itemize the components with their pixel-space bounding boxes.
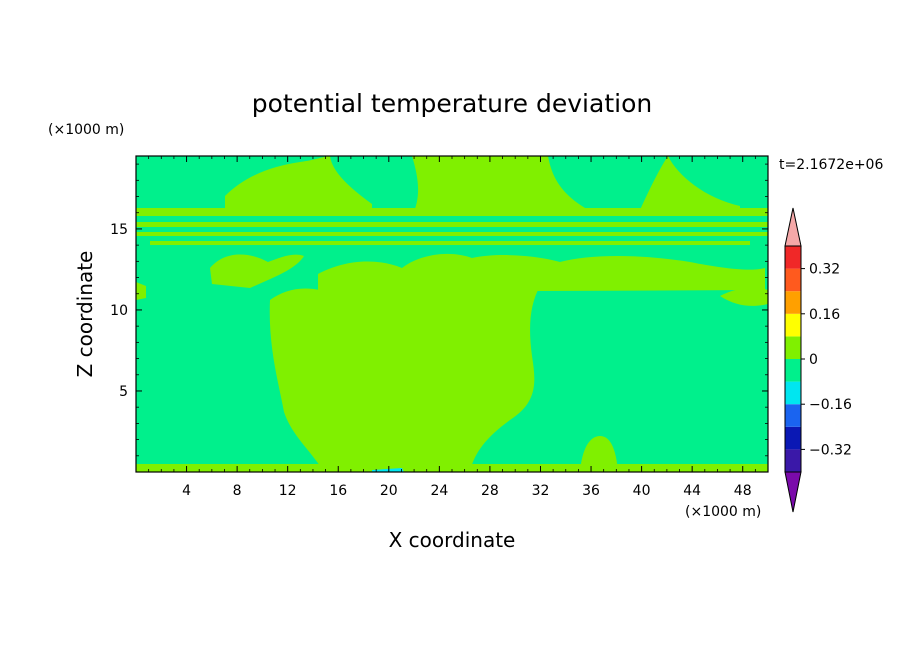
region-central-column (269, 286, 540, 472)
x-unit-label: (×1000 m) (685, 504, 761, 520)
contour-field (136, 156, 768, 472)
x-tick-label: 32 (532, 483, 550, 499)
x-tick-label: 28 (481, 483, 499, 499)
y-tick-label: 10 (110, 303, 128, 319)
y-tick-label: 15 (110, 222, 128, 238)
region-left-edge-patch (136, 282, 146, 300)
x-tick-label: 4 (182, 483, 191, 499)
colorbar-segment (785, 449, 801, 472)
region-right-patch (720, 288, 768, 306)
colorbar-over-arrow (784, 207, 802, 247)
colorbar-label: 0 (809, 352, 818, 368)
colorbar-under-arrow (784, 471, 802, 513)
colorbar-segment (785, 336, 801, 359)
x-axis-title: X coordinate (389, 528, 516, 552)
colorbar-segment (785, 426, 801, 450)
x-tick-label: 36 (582, 483, 600, 499)
x-tick-label: 40 (633, 483, 651, 499)
x-tick-label: 16 (329, 483, 347, 499)
colorbar-label: −0.32 (809, 442, 852, 458)
region-band-1 (136, 222, 768, 227)
colorbar-label: 0.16 (809, 307, 840, 323)
colorbar-label: −0.16 (809, 397, 852, 413)
x-tick-label: 44 (683, 483, 701, 499)
region-top-right-lobe (640, 156, 740, 214)
colorbar-segment (785, 291, 801, 314)
region-mid-patches-2 (318, 253, 765, 292)
colorbar-segment (785, 359, 801, 382)
x-tick-label: 48 (734, 483, 752, 499)
y-tick-label: 5 (119, 384, 128, 400)
colorbar-segment (785, 268, 801, 292)
region-top-center-lobe (412, 156, 600, 216)
y-axis-title: Z coordinate (73, 251, 97, 378)
y-unit-label: (×1000 m) (48, 122, 124, 138)
colorbar-label: 0.32 (809, 262, 840, 278)
x-axis-ticks: 4 8 12 16 20 24 28 32 36 40 44 48 (148, 156, 756, 499)
region-band-3 (150, 241, 750, 245)
y-axis-ticks: 5 10 15 (110, 163, 768, 457)
x-tick-label: 20 (380, 483, 398, 499)
time-label: t=2.1672e+06 (779, 157, 883, 173)
colorbar-segment (785, 313, 801, 337)
colorbar: 0.32 0.16 0 −0.16 −0.32 (784, 207, 852, 513)
chart-title: potential temperature deviation (252, 89, 652, 118)
region-bottom-bump (580, 436, 618, 472)
region-band-2 (136, 232, 768, 236)
x-tick-label: 8 (233, 483, 242, 499)
colorbar-segment (785, 381, 801, 405)
region-bottom-cyan (372, 468, 404, 472)
x-tick-label: 24 (430, 483, 448, 499)
colorbar-segment (785, 246, 801, 269)
region-bottom-strip (136, 464, 768, 472)
region-band-upper (136, 208, 768, 216)
region-mid-patches (210, 254, 304, 288)
region-top-left-lobe (225, 156, 372, 214)
colorbar-segment (785, 404, 801, 427)
x-tick-label: 12 (279, 483, 297, 499)
